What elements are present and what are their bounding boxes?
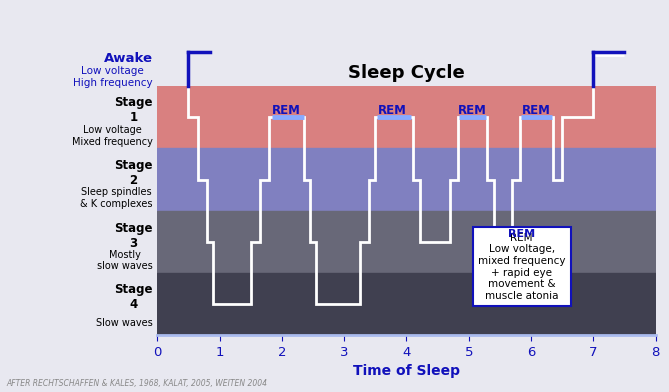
Text: Awake: Awake xyxy=(104,52,153,65)
Text: Stage
2: Stage 2 xyxy=(114,160,153,187)
Text: Slow waves: Slow waves xyxy=(96,318,153,328)
Bar xyxy=(157,149,656,211)
Text: Stage
3: Stage 3 xyxy=(114,221,153,250)
Text: REM: REM xyxy=(378,103,407,117)
X-axis label: Time of Sleep: Time of Sleep xyxy=(353,364,460,378)
Text: AFTER RECHTSCHAFFEN & KALES, 1968, KALAT, 2005, WEITEN 2004: AFTER RECHTSCHAFFEN & KALES, 1968, KALAT… xyxy=(7,379,268,388)
Text: REM: REM xyxy=(508,229,535,240)
Text: Low voltage
Mixed frequency: Low voltage Mixed frequency xyxy=(72,125,153,147)
Bar xyxy=(157,211,656,273)
Text: Mostly
slow waves: Mostly slow waves xyxy=(97,250,153,271)
Text: Low voltage
High frequency: Low voltage High frequency xyxy=(73,66,153,88)
Text: REM: REM xyxy=(458,103,487,117)
Text: REM
Low voltage,
mixed frequency
+ rapid eye
movement &
muscle atonia: REM Low voltage, mixed frequency + rapid… xyxy=(478,233,565,301)
Text: REM: REM xyxy=(522,103,551,117)
Text: Stage
1: Stage 1 xyxy=(114,96,153,124)
Bar xyxy=(157,86,656,149)
Text: Sleep spindles
& K complexes: Sleep spindles & K complexes xyxy=(80,187,153,209)
Title: Sleep Cycle: Sleep Cycle xyxy=(348,64,465,82)
Bar xyxy=(157,273,656,335)
Text: REM: REM xyxy=(272,103,301,117)
Text: Stage
4: Stage 4 xyxy=(114,283,153,310)
